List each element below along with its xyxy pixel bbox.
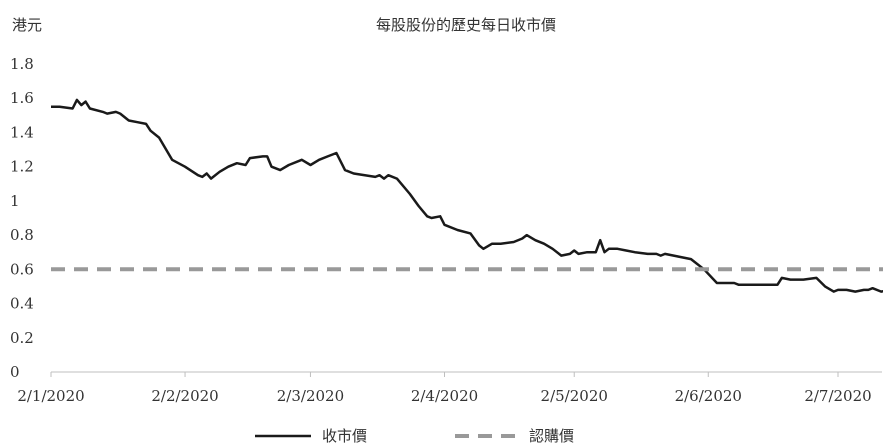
x-axis: 2/1/2020 2/2/2020 2/3/2020 2/4/2020 2/5/2020…: [17, 372, 872, 405]
y-tick-label: 1.4: [10, 123, 34, 141]
series-layer: [51, 98, 883, 293]
y-tick-label: 0.6: [10, 260, 34, 278]
x-tick-label: 2/7/2020: [804, 387, 871, 405]
y-axis-unit-label: 港元: [12, 16, 42, 34]
y-tick-label: 0: [10, 363, 20, 381]
x-tick-label: 2/6/2020: [675, 387, 742, 405]
legend-label: 收市價: [322, 427, 367, 444]
y-tick-label: 1.6: [10, 89, 34, 107]
x-tick-label: 2/4/2020: [411, 387, 478, 405]
legend-label: 認購價: [529, 427, 574, 444]
x-tick-label: 2/5/2020: [541, 387, 608, 405]
chart-title: 每股股份的歷史每日收市價: [376, 16, 556, 34]
y-tick-label: 1.8: [10, 55, 34, 73]
closing-price-line: [51, 98, 883, 293]
x-tick-label: 2/1/2020: [17, 387, 84, 405]
legend: 收市價 認購價: [255, 427, 574, 444]
x-tick-label: 2/3/2020: [277, 387, 344, 405]
y-tick-label: 1.2: [10, 158, 34, 176]
x-tick-label: 2/2/2020: [151, 387, 218, 405]
y-axis: 0 0.2 0.4 0.6 0.8 1 1.2 1.4 1.6 1.8: [10, 55, 34, 381]
y-tick-label: 0.4: [10, 295, 34, 313]
y-tick-label: 0.2: [10, 329, 34, 347]
y-tick-label: 1: [10, 192, 20, 210]
y-tick-label: 0.8: [10, 226, 34, 244]
